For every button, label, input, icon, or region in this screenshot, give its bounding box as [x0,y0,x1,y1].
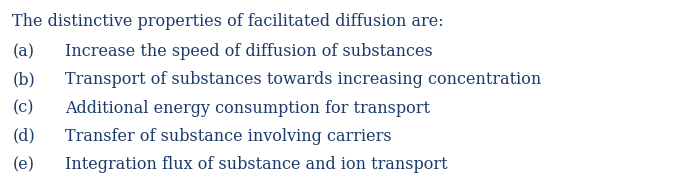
Text: (a): (a) [12,43,34,60]
Text: Increase the speed of diffusion of substances: Increase the speed of diffusion of subst… [65,43,433,60]
Text: (e): (e) [12,156,34,173]
Text: Additional energy consumption for transport: Additional energy consumption for transp… [65,100,431,117]
Text: Transport of substances towards increasing concentration: Transport of substances towards increasi… [65,71,541,88]
Text: Transfer of substance involving carriers: Transfer of substance involving carriers [65,128,392,145]
Text: (d): (d) [12,128,35,145]
Text: Integration flux of substance and ion transport: Integration flux of substance and ion tr… [65,156,448,173]
Text: The distinctive properties of facilitated diffusion are:: The distinctive properties of facilitate… [12,13,444,30]
Text: (b): (b) [12,71,35,88]
Text: (c): (c) [12,100,34,117]
